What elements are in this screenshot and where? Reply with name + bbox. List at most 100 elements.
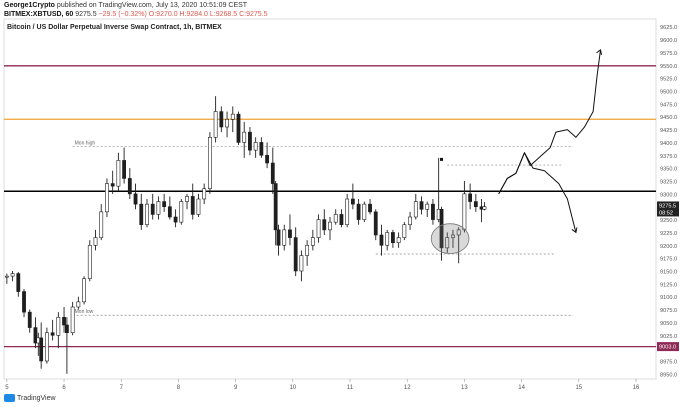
candle-body [379,234,384,246]
candle-body [270,162,275,184]
candle-body [44,332,49,362]
candle-body [425,203,430,210]
tradingview-footer[interactable]: TradingView [4,394,56,402]
current-price-tag-time: 08:52 [659,210,673,216]
candle-body [248,131,252,151]
y-tick-label: 9350.0 [660,167,677,173]
candle-body [439,208,444,249]
candle-body [16,273,21,292]
candle-body [445,237,450,249]
candle-body [162,201,167,208]
candle-body [482,206,487,210]
candle-body [33,327,38,344]
mon-low-label: Mon low [75,309,94,315]
y-tick-label: 9050.0 [660,321,677,327]
candle-body [173,216,178,223]
candle-body [419,201,424,210]
candle-body [396,237,401,244]
candle-body [190,196,195,215]
candle-body [39,337,44,362]
x-tick-label: 16 [633,385,640,391]
candle-body [431,203,435,220]
y-tick-label: 9325.0 [660,180,677,186]
candle-body [93,237,98,246]
projection-up-path [498,49,601,195]
y-tick-label: 9500.0 [660,90,677,96]
candle-body [219,111,224,128]
candle-body [156,201,161,215]
candle-body [356,203,361,220]
y-tick-label: 9600.0 [660,38,677,44]
last-price: 9275.5 [75,11,97,18]
candle-body [202,188,207,200]
x-tick-label: 11 [347,385,354,391]
y-tick-label: 8950.0 [660,372,677,378]
y-tick-label: 9475.0 [660,102,677,108]
candle-body [179,201,184,223]
candle-body [22,291,26,313]
candle-body [145,203,149,226]
candle-body [167,206,172,218]
chart-title: Bitcoin / US Dollar Perpetual Inverse Sw… [7,24,222,31]
candle-body [402,224,407,238]
candle-body [265,154,269,164]
candle-body [110,183,115,187]
y-tick-label: 9300.0 [660,192,677,198]
candle-body [10,273,15,277]
candle-body [50,332,55,336]
y-tick-label: 9025.0 [660,334,677,340]
y-tick-label: 9450.0 [660,115,677,121]
x-tick-label: 13 [461,385,468,391]
y-tick-label: 9375.0 [660,154,677,160]
candle-body [462,193,467,231]
candle-body [56,316,61,336]
candle-body [276,229,281,246]
x-tick-label: 14 [518,385,525,391]
candle-body [293,237,298,272]
candle-body [385,232,390,246]
y-tick-label: 9250.0 [660,218,677,224]
candle-body [139,203,144,226]
candle-body [310,237,315,246]
candle-body [213,111,218,138]
candle-body [316,219,321,238]
candle-body [273,183,278,231]
candle-body [133,193,138,205]
candle-body [27,311,32,328]
candle-body [328,221,332,231]
candle-body [207,136,212,190]
candle-body [82,278,86,303]
arrowhead-down-icon [571,227,578,234]
current-price-tag-value: 9275.5 [659,203,676,209]
author-name[interactable]: George1Crypto [4,2,55,9]
symbol-info: BITMEX:XBTUSD, 60 9275.5 −29.5 (−0.32%) … [4,11,267,18]
candle-body [127,178,132,195]
candle-body [185,196,189,202]
current-price-tag [657,201,679,217]
x-tick-label: 10 [289,385,296,391]
candle-body [456,229,461,236]
candle-body [288,229,292,238]
candle-body [87,244,92,280]
candle-body [99,211,104,238]
candle-body [259,142,264,156]
candle-body [116,160,121,187]
y-tick-label: 9200.0 [660,244,677,250]
candle-body [196,198,201,215]
arrowhead-up-icon [596,48,603,55]
x-tick-label: 15 [575,385,582,391]
ohlc-values: O:9270.0 H:9284.0 L:9268.5 C:9275.5 [148,11,268,18]
candle-body [391,232,395,244]
mon-high-label: Mon high [75,141,96,147]
candle-body [350,198,355,205]
candle-body [150,203,155,215]
candle-body [305,244,310,256]
candle-body [62,316,66,326]
y-tick-label: 9125.0 [660,282,677,288]
support-price-tag-value: 9003.0 [659,345,676,351]
candle-body [105,183,109,213]
y-tick-label: 8975.0 [660,360,677,366]
candle-body [322,219,327,231]
symbol-label: BITMEX:XBTUSD, 60 [4,11,74,18]
